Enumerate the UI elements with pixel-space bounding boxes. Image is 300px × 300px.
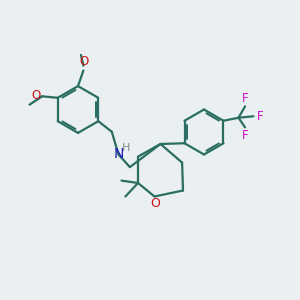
Text: O: O: [31, 88, 40, 102]
Text: F: F: [242, 129, 249, 142]
Text: N: N: [113, 148, 124, 161]
Text: F: F: [256, 110, 263, 123]
Text: O: O: [151, 197, 160, 210]
Text: F: F: [242, 92, 249, 104]
Text: H: H: [122, 143, 130, 153]
Text: O: O: [80, 55, 88, 68]
